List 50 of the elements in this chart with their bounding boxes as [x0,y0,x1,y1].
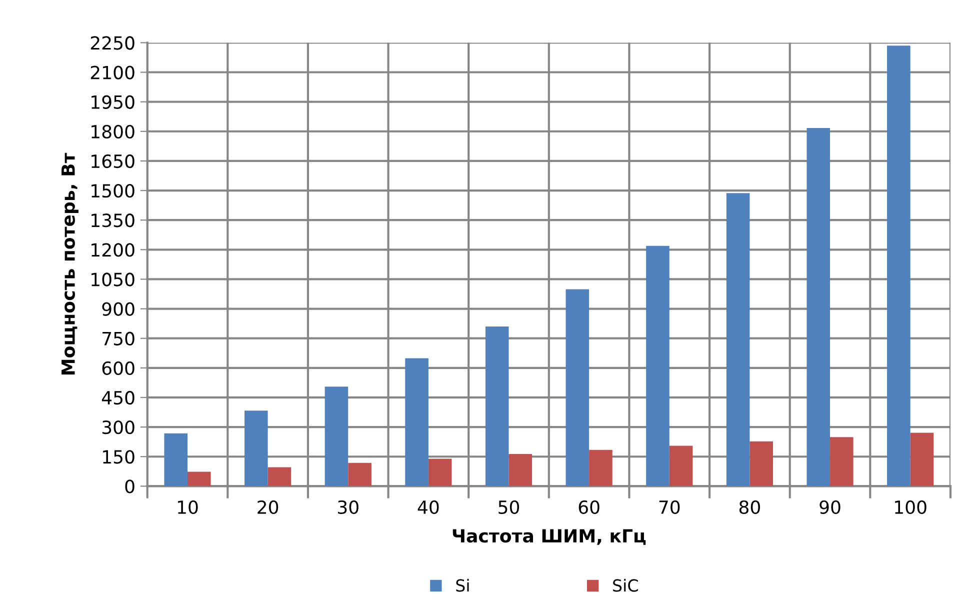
bar [566,289,590,486]
bar [348,462,372,486]
x-tick-label: 100 [895,500,926,514]
bar [485,326,509,486]
bar [324,386,348,486]
bar [187,472,211,486]
bar [646,246,670,486]
bar [806,128,830,486]
bar [244,410,268,486]
y-tick-label: 150 [103,450,134,464]
y-tick-label: 1500 [92,184,134,198]
y-tick-label: 900 [102,302,134,316]
bar [726,193,750,486]
bar [428,458,452,486]
bar [508,454,532,486]
y-tick-label: 1800 [92,124,134,139]
y-tick-label: 750 [102,332,134,346]
y-tick-label: 1350 [92,214,134,228]
y-axis-title: Мощность потерь, Вт [62,152,78,374]
y-tick-label: 2100 [90,66,134,80]
x-tick-label: 90 [820,500,840,514]
y-tick-label: 1950 [92,95,134,109]
x-tick-label: 50 [498,500,520,514]
x-tick-label: 80 [739,500,760,514]
x-tick-label: 60 [578,500,600,514]
x-tick-label: 20 [258,500,278,514]
bar [750,441,773,486]
y-tick-label: 2250 [90,36,134,50]
bar [268,467,292,486]
y-tick-label: 450 [102,390,134,405]
bar [887,46,910,486]
x-tick-label: 30 [338,500,358,514]
y-tick-label: 600 [102,361,134,376]
bar [910,432,934,486]
legend-label: SiC [613,578,638,592]
y-tick-label: 1650 [92,154,134,168]
bar [830,437,854,486]
x-tick-label: 70 [659,500,680,514]
x-tick-label: 10 [178,500,198,514]
bar [405,358,428,486]
y-tick-label: 0 [125,480,134,494]
bar [164,433,188,486]
y-tick-label: 300 [102,420,134,434]
x-axis-title: Частота ШИМ, кГц [452,529,646,545]
y-tick-label: 1050 [92,272,134,286]
bar [589,450,612,486]
y-tick-label: 1200 [92,243,134,257]
legend-label: Si [456,578,469,592]
x-tick-label: 40 [418,500,439,514]
bar [669,446,693,486]
